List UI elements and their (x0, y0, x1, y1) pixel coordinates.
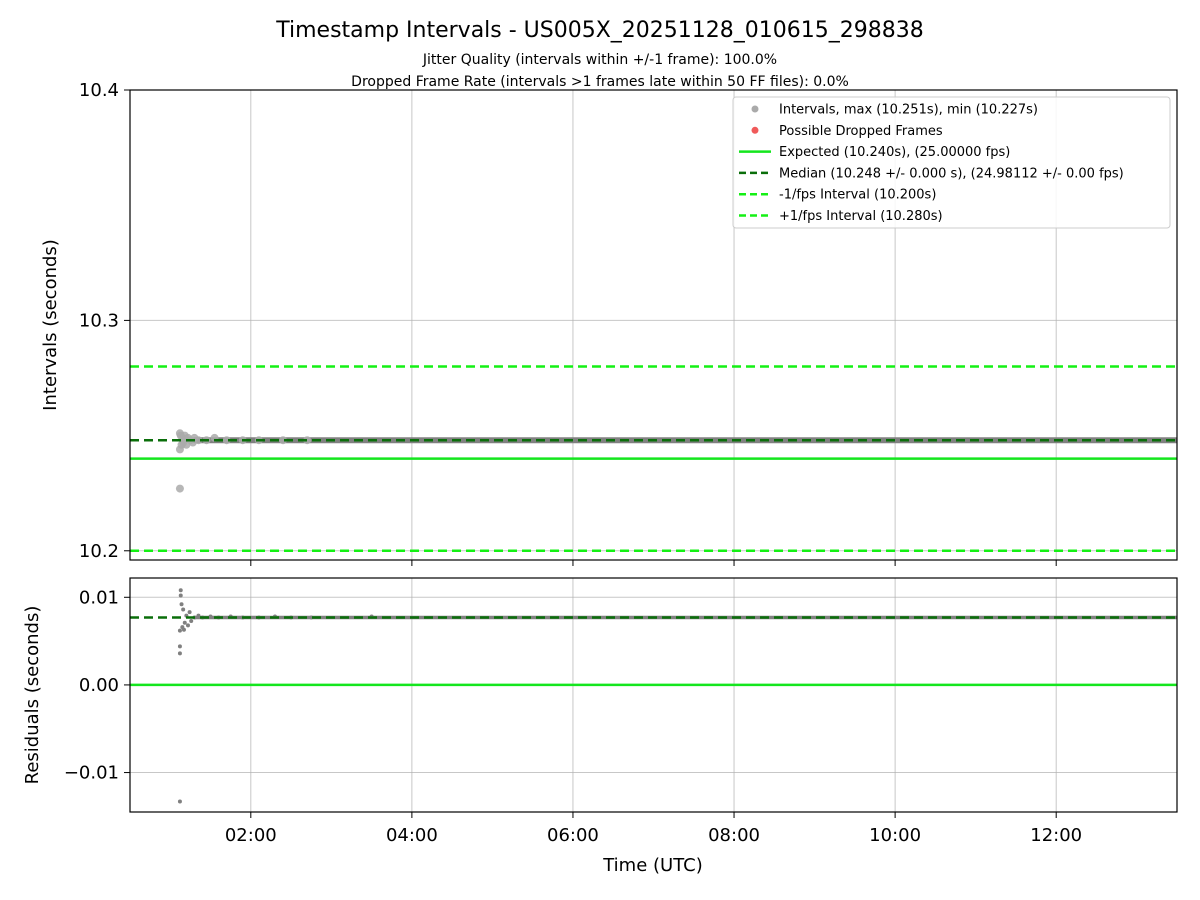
jitter-quality-subtitle: Jitter Quality (intervals within +/-1 fr… (422, 52, 777, 68)
data-point (189, 618, 194, 623)
legend-intervals-marker (751, 105, 759, 113)
chart-title: Timestamp Intervals - US005X_20251128_01… (275, 18, 924, 43)
data-point (182, 620, 187, 625)
plot-area (130, 365, 1177, 553)
intervals-y-axis-label: Intervals (seconds) (40, 239, 61, 411)
data-point (194, 436, 203, 445)
legend-label: -1/fps Interval (10.200s) (779, 188, 936, 203)
x-tick-label: 06:00 (547, 825, 599, 846)
data-point (303, 436, 312, 445)
legend-dropped-marker (751, 126, 759, 134)
data-point (177, 628, 182, 633)
x-axis-label: Time (UTC) (602, 855, 703, 876)
data-point (178, 588, 183, 593)
y-tick-label: 0.00 (79, 675, 119, 696)
x-tick-label: 12:00 (1030, 825, 1082, 846)
dropped-frame-subtitle: Dropped Frame Rate (intervals >1 frames … (351, 74, 849, 90)
plot-area (130, 588, 1177, 804)
legend-label: Possible Dropped Frames (779, 124, 943, 139)
legend-label: +1/fps Interval (10.280s) (779, 209, 943, 224)
legend-label: Expected (10.240s), (25.00000 fps) (779, 145, 1010, 160)
data-point (196, 613, 201, 618)
y-tick-label: 10.3 (79, 310, 119, 331)
legend: Intervals, max (10.251s), min (10.227s) P… (732, 96, 1171, 229)
data-point (179, 602, 184, 607)
axes-frame (129, 89, 1178, 561)
data-point (208, 614, 213, 619)
x-tick-label: 08:00 (708, 825, 760, 846)
data-point (175, 484, 184, 493)
data-point (187, 610, 192, 615)
axes-frame (129, 577, 1178, 813)
data-point (181, 627, 186, 632)
data-point (279, 436, 288, 445)
legend-label: Intervals, max (10.251s), min (10.227s) (779, 103, 1038, 118)
data-point (222, 436, 231, 445)
data-point (185, 623, 190, 628)
legend-box (732, 96, 1171, 229)
data-point (181, 607, 186, 612)
data-point (177, 644, 182, 649)
residuals-panel: 0.01 0.00 −0.01 02:00 04:00 06:00 08:00 10:00 12… (64, 577, 1178, 846)
y-tick-label: 0.01 (79, 587, 119, 608)
residuals-y-axis-label: Residuals (seconds) (22, 606, 43, 785)
data-point (177, 651, 182, 656)
x-tick-label: 02:00 (225, 825, 277, 846)
data-point (177, 799, 182, 804)
x-tick-label: 04:00 (386, 825, 438, 846)
x-tick-label: 10:00 (869, 825, 921, 846)
data-point (178, 593, 183, 598)
y-tick-label: −0.01 (64, 763, 119, 784)
y-tick-label: 10.4 (79, 80, 119, 101)
legend-label: Median (10.248 +/- 0.000 s), (24.98112 +… (779, 166, 1124, 181)
y-tick-label: 10.2 (79, 541, 119, 562)
